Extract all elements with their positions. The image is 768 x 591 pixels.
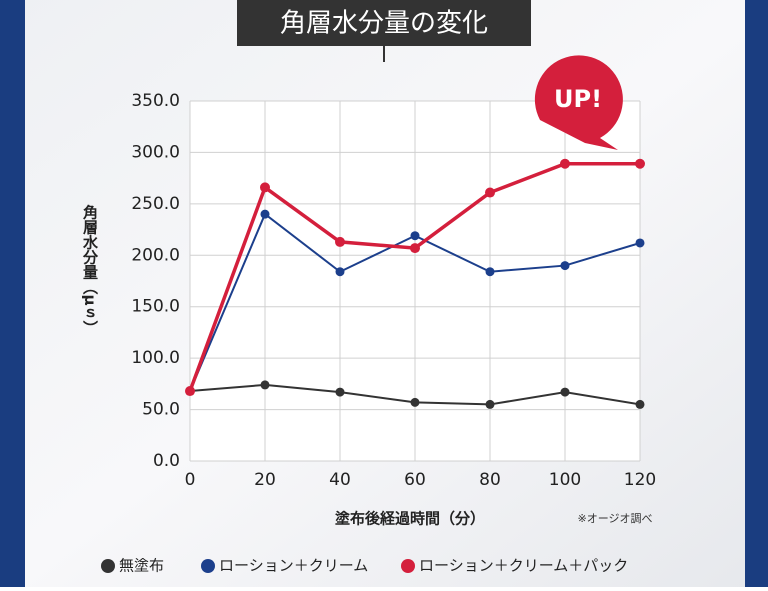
data-point: [335, 387, 345, 397]
x-axis-label: 塗布後経過時間（分）: [335, 510, 485, 528]
data-point: [560, 387, 570, 397]
y-tick-label: 300.0: [131, 142, 180, 162]
data-point: [185, 386, 195, 397]
x-tick-label: 0: [185, 470, 196, 490]
y-tick-label: 50.0: [142, 400, 180, 420]
data-point: [410, 397, 420, 407]
data-point: [335, 236, 345, 247]
data-point: [260, 209, 270, 219]
y-tick-label: 150.0: [131, 297, 180, 317]
data-point: [410, 231, 420, 241]
x-tick-label: 20: [254, 470, 276, 490]
legend-label: ローション＋クリーム: [219, 557, 368, 575]
y-tick-label: 100.0: [131, 348, 180, 368]
side-bar: [745, 0, 768, 587]
y-tick-label: 0.0: [153, 451, 180, 471]
data-point: [560, 261, 570, 271]
title-box: [237, 0, 531, 46]
data-point: [485, 187, 495, 198]
legend-marker: [201, 559, 215, 573]
data-point: [635, 238, 645, 248]
x-tick-label: 120: [624, 470, 656, 490]
data-point: [635, 399, 645, 409]
legend-marker: [401, 559, 415, 573]
data-point: [410, 243, 420, 254]
y-tick-label: 250.0: [131, 194, 180, 214]
data-point: [485, 267, 495, 277]
legend-marker: [101, 559, 115, 573]
x-tick-label: 100: [549, 470, 581, 490]
y-axis-label: 角層水分量（μｓ）: [81, 204, 99, 336]
legend: 無塗布 ローション＋クリーム ローション＋クリーム＋パック: [101, 557, 628, 575]
data-point: [335, 267, 345, 277]
data-point: [635, 158, 645, 169]
data-point: [260, 380, 270, 390]
data-point: [485, 399, 495, 409]
annotation-bubble: [534, 55, 623, 150]
legend-label: 無塗布: [119, 557, 164, 575]
x-tick-label: 60: [404, 470, 426, 490]
side-bar: [0, 0, 25, 587]
legend-label: ローション＋クリーム＋パック: [419, 557, 628, 575]
x-tick-label: 80: [479, 470, 501, 490]
note: ※オージオ調べ: [578, 512, 653, 525]
data-point: [260, 182, 270, 193]
x-tick-label: 40: [329, 470, 351, 490]
annotation: UP!: [554, 85, 602, 113]
chart-title: 角層水分量の変化: [280, 9, 488, 39]
y-tick-label: 200.0: [131, 245, 180, 265]
y-tick-label: 350.0: [131, 91, 180, 111]
data-point: [560, 158, 570, 169]
